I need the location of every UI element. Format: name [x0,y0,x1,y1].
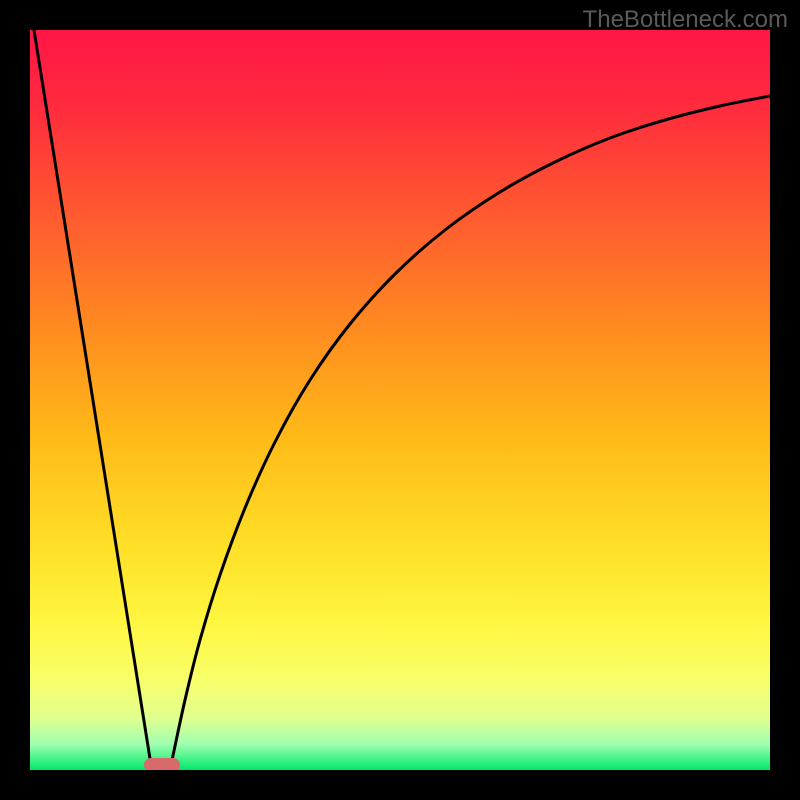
chart-container: TheBottleneck.com [0,0,800,800]
plot-area [30,30,770,770]
valley-marker [144,758,180,770]
watermark-text: TheBottleneck.com [583,6,788,34]
bottleneck-curve [30,30,770,770]
